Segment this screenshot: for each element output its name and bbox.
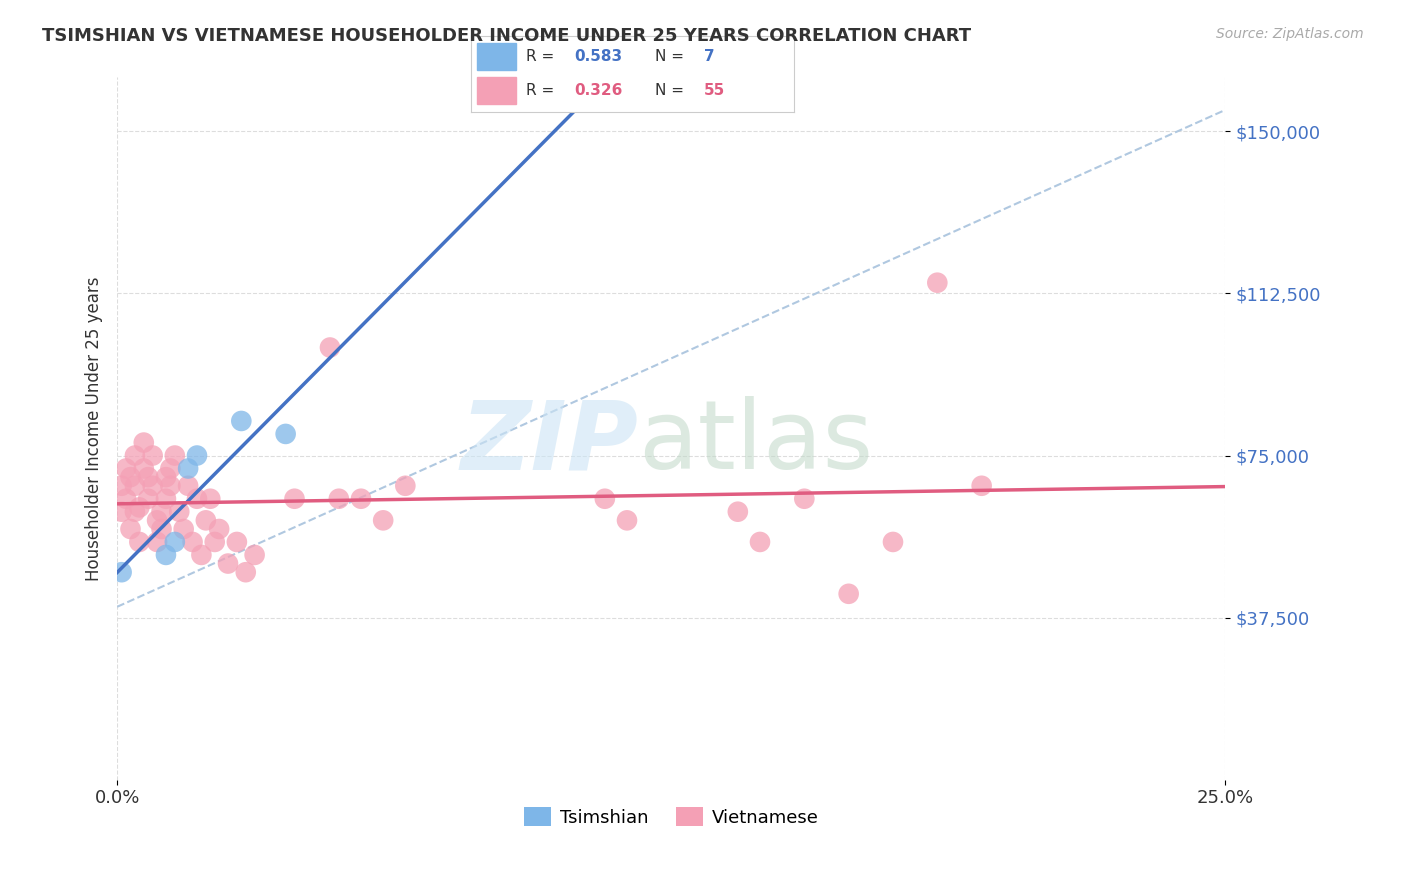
Point — [970, 479, 993, 493]
Point — [136, 491, 159, 506]
Text: Source: ZipAtlas.com: Source: ZipAtlas.com — [1216, 27, 1364, 41]
Point — [167, 505, 190, 519]
Point — [243, 548, 266, 562]
Point — [128, 535, 150, 549]
Point — [350, 491, 373, 506]
Point — [194, 513, 217, 527]
Point — [173, 522, 195, 536]
Point — [124, 449, 146, 463]
Text: 0.583: 0.583 — [575, 49, 623, 63]
Point — [115, 491, 138, 506]
Point — [120, 470, 142, 484]
Point — [217, 557, 239, 571]
Point — [159, 479, 181, 493]
Point — [150, 522, 173, 536]
Point — [155, 470, 177, 484]
Point — [373, 513, 395, 527]
Text: TSIMSHIAN VS VIETNAMESE HOUSEHOLDER INCOME UNDER 25 YEARS CORRELATION CHART: TSIMSHIAN VS VIETNAMESE HOUSEHOLDER INCO… — [42, 27, 972, 45]
Point — [146, 513, 169, 527]
Point — [155, 548, 177, 562]
Text: R =: R = — [526, 83, 560, 98]
Point — [115, 461, 138, 475]
Point — [155, 491, 177, 506]
Point — [727, 505, 749, 519]
Text: N =: N = — [655, 49, 689, 63]
Bar — [478, 78, 516, 104]
Point — [190, 548, 212, 562]
Point — [124, 505, 146, 519]
Point — [120, 522, 142, 536]
Point — [163, 449, 186, 463]
Point — [177, 461, 200, 475]
Point — [132, 461, 155, 475]
Point — [204, 535, 226, 549]
Y-axis label: Householder Income Under 25 years: Householder Income Under 25 years — [86, 277, 103, 581]
Point — [200, 491, 222, 506]
Point — [882, 535, 904, 549]
Point — [231, 414, 253, 428]
Legend: Tsimshian, Vietnamese: Tsimshian, Vietnamese — [517, 800, 825, 834]
Point — [159, 461, 181, 475]
Point — [208, 522, 231, 536]
Point — [328, 491, 350, 506]
Point — [927, 276, 949, 290]
Point — [111, 479, 134, 493]
Point — [142, 449, 165, 463]
Text: R =: R = — [526, 49, 560, 63]
Point — [274, 426, 297, 441]
Point — [177, 479, 200, 493]
Point — [319, 341, 342, 355]
Text: 55: 55 — [704, 83, 725, 98]
Text: atlas: atlas — [638, 396, 873, 489]
Point — [146, 535, 169, 549]
Point — [163, 535, 186, 549]
Bar — [478, 43, 516, 70]
Point — [793, 491, 815, 506]
Point — [142, 479, 165, 493]
Point — [124, 479, 146, 493]
Point — [111, 505, 134, 519]
Point — [132, 435, 155, 450]
Point — [150, 505, 173, 519]
Point — [235, 565, 257, 579]
Point — [181, 535, 204, 549]
Point — [616, 513, 638, 527]
Point — [838, 587, 860, 601]
Point — [749, 535, 772, 549]
Point — [136, 470, 159, 484]
Point — [186, 491, 208, 506]
Point — [394, 479, 416, 493]
Point — [186, 449, 208, 463]
Point — [283, 491, 305, 506]
Point — [111, 565, 134, 579]
Point — [128, 500, 150, 515]
Text: N =: N = — [655, 83, 689, 98]
Text: ZIP: ZIP — [460, 396, 638, 489]
Text: 0.326: 0.326 — [575, 83, 623, 98]
Point — [225, 535, 247, 549]
Point — [593, 491, 616, 506]
Text: 7: 7 — [704, 49, 714, 63]
